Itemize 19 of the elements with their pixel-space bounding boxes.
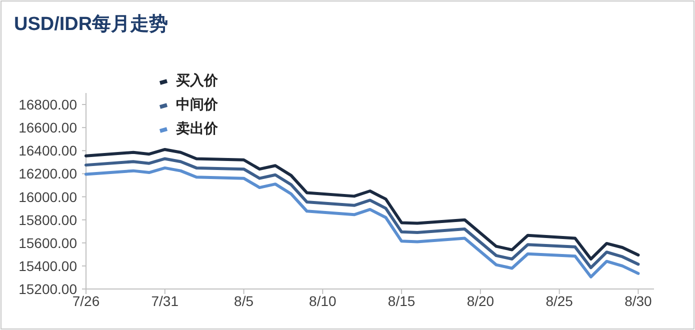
x-tick-label: 8/15 <box>388 293 416 309</box>
y-tick-label: 16000.00 <box>18 188 78 205</box>
legend-label: 中间价 <box>176 96 219 112</box>
legend-label: 卖出价 <box>176 120 219 136</box>
legend-label: 买入价 <box>176 72 219 88</box>
x-tick-label: 7/31 <box>151 293 179 309</box>
y-tick-label: 15800.00 <box>18 212 78 228</box>
y-tick-label: 16800.00 <box>18 96 78 113</box>
y-tick-label: 16600.00 <box>18 120 78 136</box>
x-tick-label: 8/20 <box>466 293 494 309</box>
x-tick-label: 8/25 <box>546 293 574 309</box>
x-tick-label: 8/10 <box>309 293 337 309</box>
y-tick-label: 16400.00 <box>18 142 78 159</box>
chart-title: USD/IDR每月走势 <box>14 13 168 35</box>
y-tick-label: 15400.00 <box>18 258 78 274</box>
x-tick-label: 8/5 <box>234 293 254 309</box>
x-tick-label: 8/30 <box>624 293 652 309</box>
y-tick-label: 15600.00 <box>18 234 78 251</box>
y-tick-label: 16200.00 <box>18 166 78 182</box>
